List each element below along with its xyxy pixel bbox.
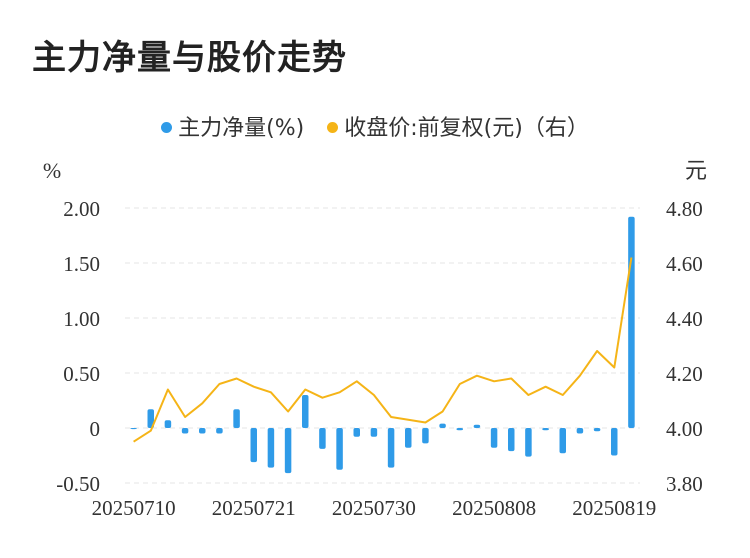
bar <box>267 428 275 468</box>
right-axis-label: 元 <box>685 159 707 184</box>
bar <box>250 428 257 463</box>
bar <box>576 428 584 434</box>
bar <box>525 428 532 457</box>
legend-line-swatch-icon <box>327 122 339 133</box>
bar <box>611 428 618 456</box>
legend-item-line[interactable]: 收盘价:前复权(元)（右） <box>327 110 589 142</box>
left-tick-label: 1.00 <box>63 307 100 331</box>
bar <box>508 428 515 452</box>
chart-title: 主力净量与股价走势 <box>32 38 347 78</box>
bar <box>405 428 412 448</box>
bar <box>216 428 223 434</box>
bar <box>456 428 463 431</box>
legend-item-bar[interactable]: 主力净量(%) <box>161 110 304 142</box>
bar <box>490 428 498 448</box>
left-tick-label: 0.50 <box>63 362 100 386</box>
bar <box>130 428 137 430</box>
bar <box>628 216 635 428</box>
x-tick-label: 20250730 <box>332 496 416 520</box>
left-tick-label: 1.50 <box>63 252 100 276</box>
bar <box>559 428 566 454</box>
legend-bar-swatch-icon <box>161 122 173 133</box>
legend-line-label: 收盘价:前复权(元)（右） <box>344 116 589 141</box>
bar <box>336 428 343 470</box>
bar <box>284 428 292 474</box>
bar <box>164 420 172 428</box>
left-tick-label: 0 <box>90 417 101 441</box>
bar <box>370 428 378 437</box>
right-tick-label: 4.40 <box>666 307 703 331</box>
left-tick-label: 2.00 <box>63 197 100 221</box>
legend-bar-label: 主力净量(%) <box>178 116 305 141</box>
left-axis-label: % <box>43 158 61 183</box>
right-tick-label: 3.80 <box>666 472 703 496</box>
x-tick-label: 20250721 <box>212 496 296 520</box>
bar <box>593 428 601 432</box>
bar <box>387 428 395 468</box>
x-tick-label: 20250819 <box>572 496 656 520</box>
bar <box>147 409 154 428</box>
bar <box>473 424 481 428</box>
bar <box>233 409 240 428</box>
price-line <box>133 257 633 443</box>
bar <box>353 428 360 437</box>
legend: 主力净量(%) 收盘价:前复权(元)（右） <box>0 110 750 142</box>
bar <box>542 428 549 431</box>
bar <box>439 423 446 428</box>
bar <box>422 428 429 444</box>
bar <box>199 428 206 434</box>
bar <box>319 428 326 449</box>
right-tick-label: 4.20 <box>666 362 703 386</box>
bar <box>302 395 309 428</box>
right-tick-label: 4.80 <box>666 197 703 221</box>
bar <box>181 428 189 434</box>
left-tick-label: -0.50 <box>56 472 100 496</box>
right-tick-label: 4.00 <box>666 417 703 441</box>
x-tick-label: 20250710 <box>92 496 176 520</box>
x-tick-label: 20250808 <box>452 496 536 520</box>
right-tick-label: 4.60 <box>666 252 703 276</box>
